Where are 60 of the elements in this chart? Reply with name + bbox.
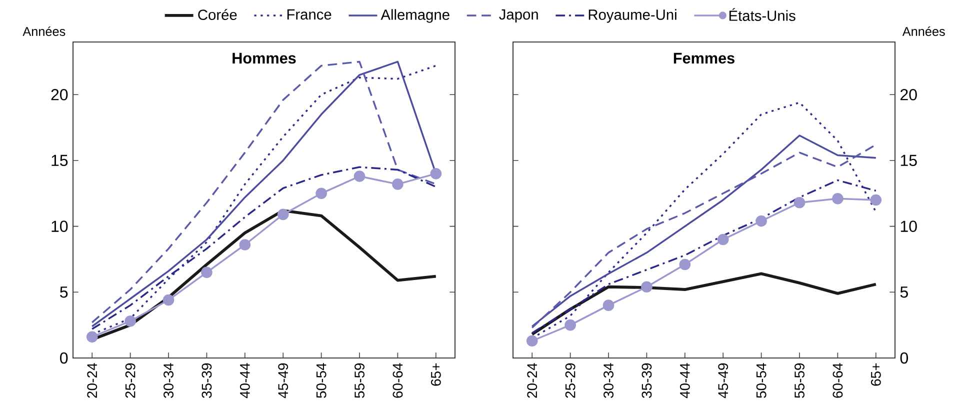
y-tick-label: 15 <box>52 154 68 166</box>
x-tick-label: 50-54 <box>316 363 326 398</box>
y-tick-label: 20 <box>900 88 917 100</box>
point <box>717 234 729 246</box>
point <box>201 266 212 278</box>
x-tick-label: 20-24 <box>87 363 98 398</box>
x-tick-label: 35-39 <box>202 363 212 398</box>
x-tick-label: 55-59 <box>794 363 804 398</box>
x-tick-label: 65+ <box>870 363 881 386</box>
x-tick-label: 50-54 <box>756 363 766 398</box>
point <box>316 188 327 200</box>
point <box>679 258 691 270</box>
x-tick-label: 40-44 <box>680 363 690 398</box>
point <box>794 196 806 208</box>
x-tick-label: 60-64 <box>392 363 403 398</box>
x-tick-label: 65+ <box>430 363 441 386</box>
legend-label: Allemagne <box>380 9 450 23</box>
point <box>526 335 538 347</box>
point <box>870 194 882 206</box>
point <box>564 319 576 331</box>
legend-label: Corée <box>198 9 237 20</box>
point <box>86 331 98 343</box>
x-tick-label: 25-29 <box>565 363 576 398</box>
x-tick-label: 40-44 <box>240 363 250 398</box>
legend-label: États-Unis <box>729 8 796 21</box>
y-tick-label: 0 <box>60 352 68 364</box>
y-axis-title: Années <box>22 26 66 36</box>
y-tick-label: 5 <box>60 286 68 298</box>
legend-label: Royaume-Uni <box>588 9 676 23</box>
point <box>239 239 251 250</box>
x-tick-label: 60-64 <box>832 363 843 398</box>
point <box>277 208 289 220</box>
x-tick-label: 45-49 <box>718 363 728 398</box>
y-tick-label: 15 <box>900 154 917 166</box>
y-tick-label: 0 <box>900 352 908 364</box>
point <box>430 168 442 180</box>
x-tick-label: 30-34 <box>164 363 174 398</box>
y-tick-label: 5 <box>900 286 908 298</box>
x-tick-label: 45-49 <box>278 363 288 398</box>
point <box>162 294 174 306</box>
legend-label: Japon <box>499 9 538 23</box>
y-axis-title: Années <box>902 26 945 36</box>
text: Femmes <box>674 52 734 64</box>
y-tick-label: 10 <box>900 220 917 232</box>
point <box>392 178 404 190</box>
point <box>832 193 844 204</box>
x-tick-label: 20-24 <box>527 363 538 398</box>
x-tick-label: 30-34 <box>604 363 614 398</box>
x-tick-label: 35-39 <box>642 363 652 398</box>
x-tick-label: 55-59 <box>354 363 364 398</box>
text: Hommes <box>232 52 296 64</box>
x-tick-label: 25-29 <box>125 363 136 398</box>
legend-label: France <box>287 9 332 20</box>
point <box>354 170 366 182</box>
y-tick-label: 10 <box>52 220 68 232</box>
point <box>641 281 652 293</box>
point <box>756 215 767 227</box>
point <box>124 315 136 327</box>
point <box>602 300 614 311</box>
y-tick-label: 20 <box>51 88 68 100</box>
